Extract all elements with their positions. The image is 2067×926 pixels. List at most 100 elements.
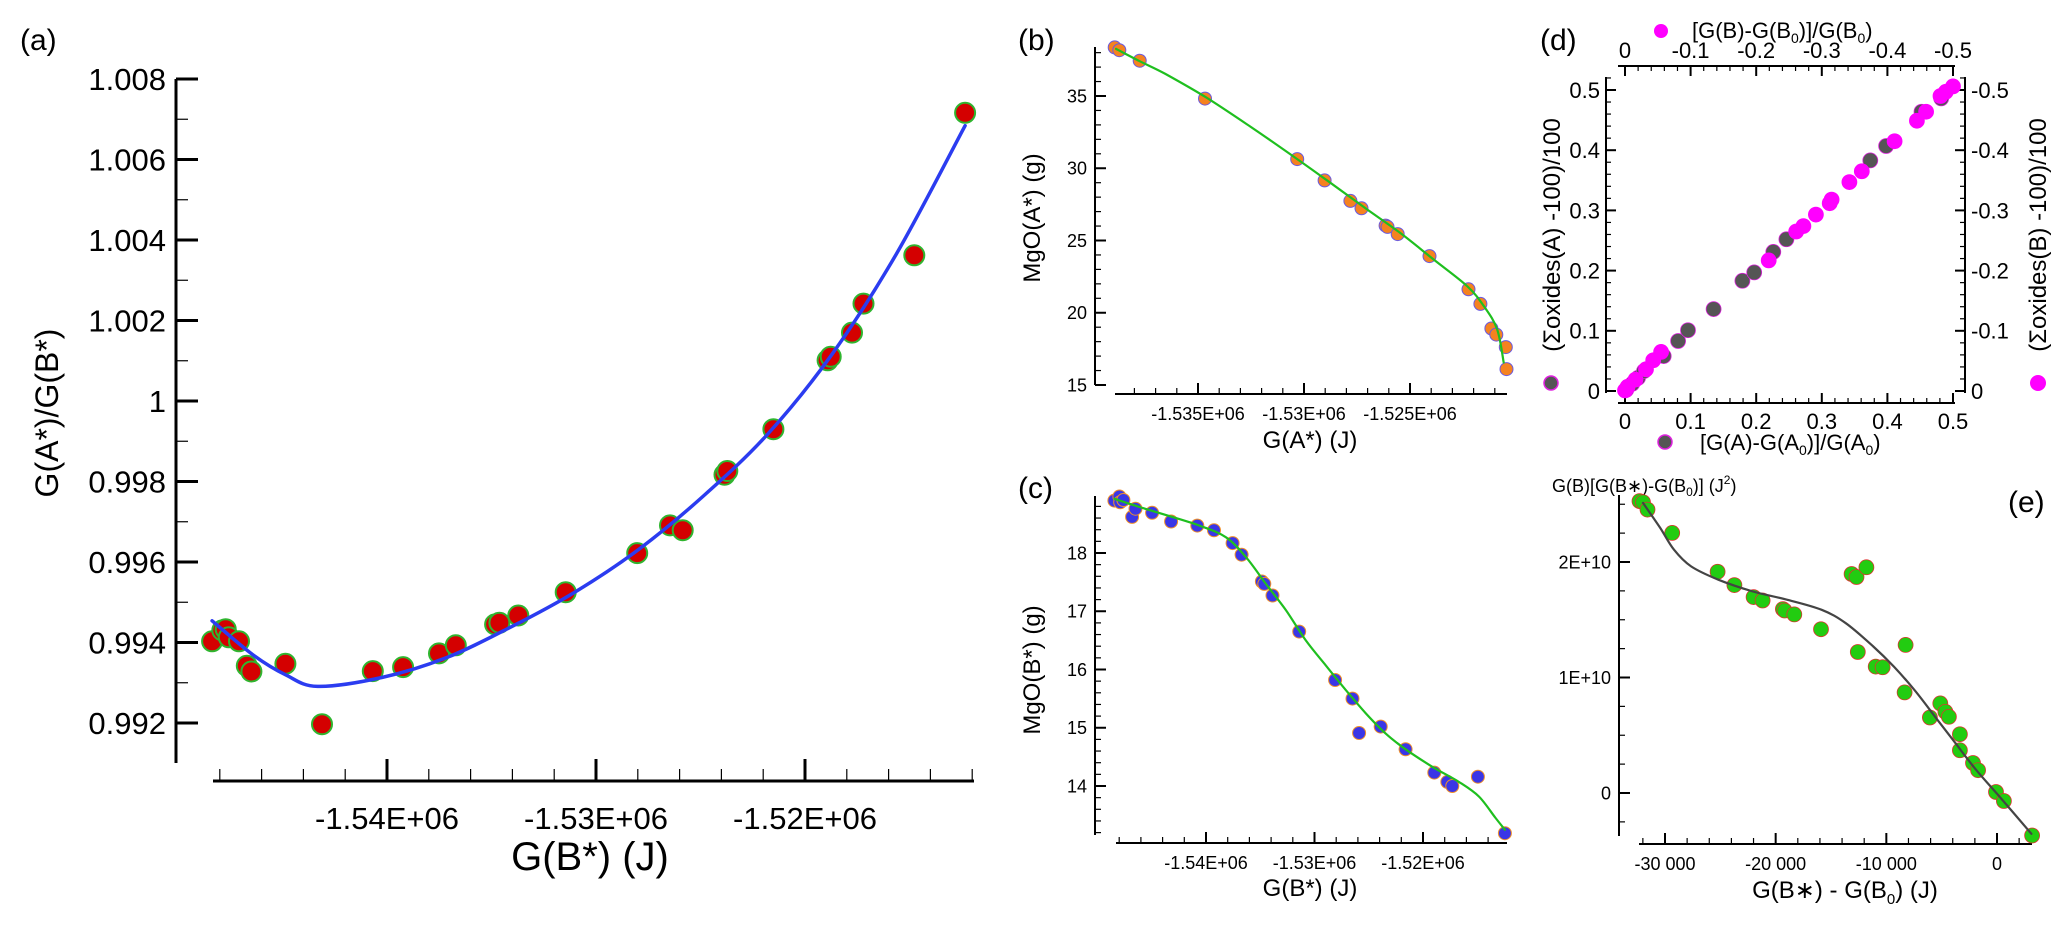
x2-tick-label: -0.2 xyxy=(1737,38,1775,63)
y-tick-label: 0.2 xyxy=(1569,259,1600,284)
y-tick-label: 0.996 xyxy=(88,545,166,580)
data-point xyxy=(1461,282,1476,297)
y-tick-label: 0.998 xyxy=(88,465,166,500)
y-tick-label: 2E+10 xyxy=(1558,552,1611,572)
series-data xyxy=(1631,493,2040,844)
y-axis-title-a: G(A*)/G(B*) xyxy=(29,329,65,498)
data-point xyxy=(1265,588,1280,603)
y2-tick-label: -0.5 xyxy=(1971,78,2009,103)
x-axis-title-a: G(B*) (J) xyxy=(511,835,669,879)
data-point xyxy=(1874,659,1891,676)
data-point xyxy=(1354,201,1369,216)
y-tick-label: 0.1 xyxy=(1569,319,1600,344)
x-axis-title-d-bottom: [G(A)-G(A0)]/G(A0) xyxy=(1657,430,1881,458)
y-tick-label: 25 xyxy=(1067,231,1087,251)
legend-marker-a xyxy=(1657,434,1673,450)
data-point xyxy=(1941,708,1957,725)
y-tick-label: 17 xyxy=(1067,602,1087,622)
x-tick-label: -1.53E+06 xyxy=(1262,404,1346,424)
y-tick-label: 15 xyxy=(1067,375,1087,395)
data-point xyxy=(903,244,926,267)
data-point xyxy=(954,101,977,124)
plot-c: -1.54E+06 -1.53E+06 -1.52E+06 14 15 16 17 18 xyxy=(1067,489,1512,873)
data-point xyxy=(1918,103,1934,120)
x-axis-title-c: G(B*) (J) xyxy=(1263,875,1358,902)
x-tick-label: 0.5 xyxy=(1938,409,1969,434)
panel-label-c: (c) xyxy=(1018,472,1053,505)
data-point xyxy=(1352,726,1367,740)
data-point xyxy=(671,519,694,542)
data-point xyxy=(1858,559,1875,576)
data-point xyxy=(716,460,739,482)
x-tick-label: -1.535E+06 xyxy=(1151,404,1245,424)
data-point xyxy=(1945,78,1961,95)
data-point xyxy=(1705,301,1722,317)
data-point xyxy=(1445,779,1460,793)
x-axis-title-d-top: [G(B)-G(B0)]/G(B0) xyxy=(1654,18,1873,46)
plot-b: -1.535E+06 -1.53E+06 -1.525E+06 15 20 25 30 35 xyxy=(1067,40,1514,424)
fit-curve xyxy=(1641,501,2033,835)
y2-axis-title-d-text: (Σoxides(B) -100)/100 xyxy=(2025,118,2052,352)
y-tick-label: 0.994 xyxy=(88,626,166,661)
y-tick-label: 0.3 xyxy=(1569,198,1600,223)
x-tick-label: 0 xyxy=(1619,409,1631,434)
data-point xyxy=(240,660,263,683)
data-point xyxy=(1380,219,1395,234)
data-point xyxy=(1390,227,1405,242)
plot-e: -30 000 -20 000 -10 000 0 0 1E+10 2E+10 xyxy=(1558,493,2040,874)
data-point xyxy=(1841,174,1858,190)
data-point xyxy=(1499,362,1514,377)
data-point xyxy=(1746,264,1763,281)
y-axis-title-d-text: (Σoxides(A) -100)/100 xyxy=(1539,118,1566,352)
x-tick-label: 0.2 xyxy=(1741,409,1772,434)
panel-label-d: (d) xyxy=(1540,24,1577,57)
x-tick-label: -30 000 xyxy=(1634,854,1695,874)
x-tick-label: -1.54E+06 xyxy=(315,801,459,836)
data-point xyxy=(1373,719,1388,734)
y-axis-title-d-left: (Σoxides(A) -100)/100 xyxy=(1539,118,1566,352)
data-point xyxy=(1734,272,1751,289)
x2-axis-title-d-text: [G(B)-G(B0)]/G(B0) xyxy=(1692,18,1873,46)
data-point xyxy=(1680,322,1696,339)
x-tick-label: -1.53E+06 xyxy=(524,801,668,836)
y-tick-label: 1.004 xyxy=(88,223,166,258)
data-point xyxy=(1670,333,1686,349)
x2-tick-label: -0.1 xyxy=(1672,38,1710,63)
y2-axis-title-d-right: (Σoxides(B) -100)/100 xyxy=(2025,118,2052,352)
data-point xyxy=(1849,644,1866,660)
x-tick-label: 0.1 xyxy=(1675,409,1706,434)
panel-label-b: (b) xyxy=(1018,24,1055,57)
data-point xyxy=(1862,152,1879,169)
y-tick-label: 0 xyxy=(1588,379,1600,404)
series-data xyxy=(1107,40,1514,377)
data-point xyxy=(1896,684,1913,701)
data-point xyxy=(1795,218,1812,234)
series-data xyxy=(201,101,977,736)
x-tick-label: -20 000 xyxy=(1745,854,1806,874)
fit-curve xyxy=(1114,47,1505,364)
y-tick-label: 20 xyxy=(1067,303,1087,323)
y2-tick-label: -0.3 xyxy=(1971,198,2009,223)
x-tick-label: 0.4 xyxy=(1872,409,1903,434)
data-point xyxy=(311,713,333,736)
y-tick-label: 0.4 xyxy=(1569,138,1600,163)
fit-curve xyxy=(210,123,967,689)
x2-tick-label: -0.5 xyxy=(1934,38,1972,63)
x-tick-label: -10 000 xyxy=(1856,854,1917,874)
data-point xyxy=(1813,621,1829,638)
legend-marker-b-right xyxy=(2030,375,2046,391)
data-point xyxy=(1497,826,1512,841)
y-axis-title-b: MgO(A*) (g) xyxy=(1019,153,1046,282)
y-tick-label: 1.002 xyxy=(88,304,166,339)
data-point xyxy=(2024,827,2040,844)
y-tick-label: 35 xyxy=(1067,86,1087,106)
data-point xyxy=(1848,569,1865,585)
data-point xyxy=(1664,525,1681,541)
data-point xyxy=(1886,133,1903,150)
y2-tick-label: 0 xyxy=(1971,379,1983,404)
plot-a: -1.54E+06 -1.53E+06 -1.52E+06 0.992 0.994 0.9… xyxy=(88,62,977,836)
plot-d: 000.1-0.10.2-0.20.3-0.30.4-0.40.5-0.50 00… xyxy=(1569,38,2009,434)
x2-tick-label: 0 xyxy=(1619,38,1631,63)
y-tick-label: 0.992 xyxy=(88,706,166,741)
panel-label-a: (a) xyxy=(20,24,57,57)
